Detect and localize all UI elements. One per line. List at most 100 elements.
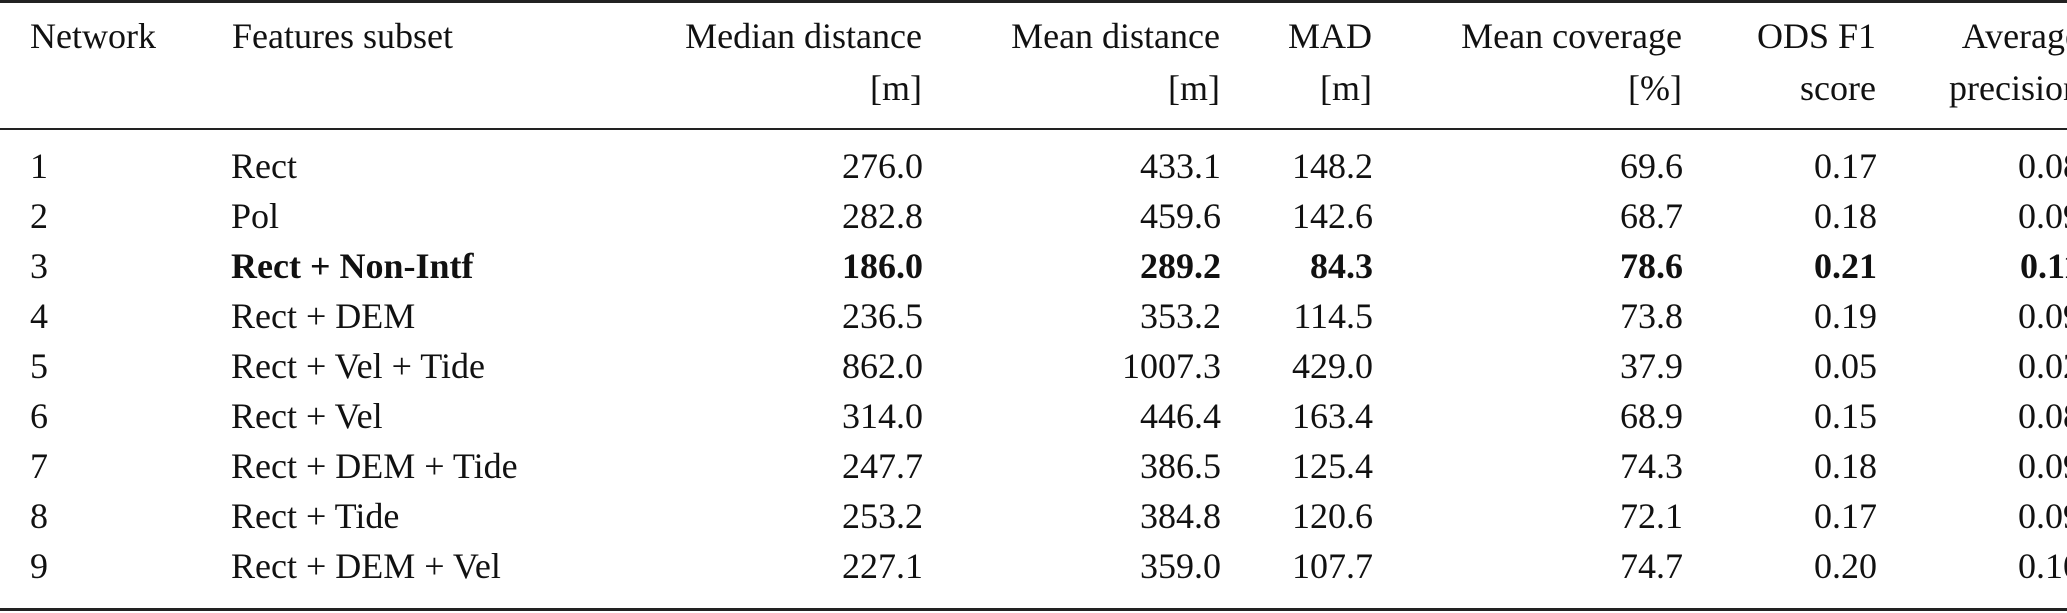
header-mad-line1: MAD [1287, 16, 1372, 56]
bottom-rule [0, 608, 2067, 611]
header-rule [0, 128, 2067, 130]
table-row: 5 Rect + Vel + Tide 862.0 1007.3 429.0 3… [0, 341, 2067, 391]
header-ap-line2: precision [1949, 68, 2067, 108]
cell-ap: 0.11 [2019, 246, 2067, 286]
table-row: 2 Pol 282.8 459.6 142.6 68.7 0.18 0.09 [0, 191, 2067, 241]
cell-ods: 0.05 [1814, 346, 1877, 386]
header-ods-line1: ODS F1 [1756, 16, 1876, 56]
cell-median: 186.0 [842, 246, 923, 286]
header-ods-f1: ODS F1 score [1683, 0, 1877, 127]
cell-median: 276.0 [842, 146, 923, 186]
cell-coverage: 69.6 [1620, 146, 1683, 186]
header-coverage-line2: [%] [1628, 68, 1682, 108]
header-ods-line2: score [1800, 68, 1876, 108]
cell-coverage: 73.8 [1620, 296, 1683, 336]
cell-mad: 142.6 [1292, 196, 1373, 236]
cell-mad: 429.0 [1292, 346, 1373, 386]
cell-mean: 353.2 [1140, 296, 1221, 336]
cell-median: 282.8 [842, 196, 923, 236]
cell-mad: 84.3 [1310, 246, 1373, 286]
results-table: Network Features subset Median distance … [0, 0, 2067, 591]
header-ap-line1: Average [1961, 16, 2067, 56]
table-row: 9 Rect + DEM + Vel 227.1 359.0 107.7 74.… [0, 541, 2067, 591]
cell-network: 4 [30, 296, 48, 336]
header-mean-line2: [m] [1168, 68, 1220, 108]
cell-ods: 0.17 [1814, 496, 1877, 536]
table-header: Network Features subset Median distance … [0, 0, 2067, 127]
cell-features: Rect + DEM + Vel [231, 546, 501, 586]
cell-median: 314.0 [842, 396, 923, 436]
cell-mean: 446.4 [1140, 396, 1221, 436]
header-median-line1: Median distance [685, 16, 922, 56]
cell-ap: 0.09 [2018, 196, 2067, 236]
cell-mad: 107.7 [1292, 546, 1373, 586]
header-features-subset: Features subset [231, 0, 603, 127]
top-rule [0, 0, 2067, 3]
cell-mad: 125.4 [1292, 446, 1373, 486]
cell-network: 8 [30, 496, 48, 536]
table-row: 1 Rect 276.0 433.1 148.2 69.6 0.17 0.08 [0, 127, 2067, 191]
cell-ods: 0.15 [1814, 396, 1877, 436]
cell-mad: 114.5 [1293, 296, 1373, 336]
cell-ods: 0.21 [1814, 246, 1877, 286]
cell-features: Rect + Vel [231, 396, 383, 436]
table-row: 8 Rect + Tide 253.2 384.8 120.6 72.1 0.1… [0, 491, 2067, 541]
header-mean-coverage: Mean coverage [%] [1373, 0, 1683, 127]
cell-features: Rect + Non-Intf [231, 246, 474, 286]
cell-mean: 433.1 [1140, 146, 1221, 186]
header-median-line2: [m] [870, 68, 922, 108]
cell-ap: 0.09 [2018, 496, 2067, 536]
cell-coverage: 68.9 [1620, 396, 1683, 436]
cell-coverage: 74.7 [1620, 546, 1683, 586]
cell-ods: 0.17 [1814, 146, 1877, 186]
cell-ap: 0.10 [2018, 546, 2067, 586]
cell-network: 1 [30, 146, 48, 186]
cell-ap: 0.08 [2018, 146, 2067, 186]
cell-mad: 163.4 [1292, 396, 1373, 436]
table-row: 7 Rect + DEM + Tide 247.7 386.5 125.4 74… [0, 441, 2067, 491]
cell-median: 227.1 [842, 546, 923, 586]
cell-network: 6 [30, 396, 48, 436]
cell-mean: 1007.3 [1122, 346, 1221, 386]
cell-ods: 0.19 [1814, 296, 1877, 336]
header-median-distance: Median distance [m] [603, 0, 923, 127]
cell-ap: 0.09 [2018, 446, 2067, 486]
cell-network: 5 [30, 346, 48, 386]
cell-network: 2 [30, 196, 48, 236]
header-average-precision: Average precision [1877, 0, 2067, 127]
cell-mad: 120.6 [1292, 496, 1373, 536]
cell-median: 253.2 [842, 496, 923, 536]
table-row-best: 3 Rect + Non-Intf 186.0 289.2 84.3 78.6 … [0, 241, 2067, 291]
header-mad: MAD [m] [1221, 0, 1373, 127]
table-row: 4 Rect + DEM 236.5 353.2 114.5 73.8 0.19… [0, 291, 2067, 341]
cell-features: Rect + Vel + Tide [231, 346, 485, 386]
cell-ods: 0.20 [1814, 546, 1877, 586]
cell-features: Rect + DEM [231, 296, 416, 336]
header-coverage-line1: Mean coverage [1461, 16, 1682, 56]
cell-median: 247.7 [842, 446, 923, 486]
cell-coverage: 68.7 [1620, 196, 1683, 236]
cell-mad: 148.2 [1292, 146, 1373, 186]
cell-ods: 0.18 [1814, 196, 1877, 236]
cell-mean: 384.8 [1140, 496, 1221, 536]
cell-ap: 0.08 [2018, 396, 2067, 436]
header-mean-line1: Mean distance [1011, 16, 1220, 56]
cell-features: Rect + Tide [231, 496, 400, 536]
header-features-line1: Features subset [232, 16, 453, 56]
cell-ods: 0.18 [1814, 446, 1877, 486]
cell-ap: 0.09 [2018, 296, 2067, 336]
table-row: 6 Rect + Vel 314.0 446.4 163.4 68.9 0.15… [0, 391, 2067, 441]
cell-mean: 289.2 [1140, 246, 1221, 286]
table-body: 1 Rect 276.0 433.1 148.2 69.6 0.17 0.08 … [0, 127, 2067, 591]
header-network-line1: Network [30, 16, 156, 56]
cell-features: Rect + DEM + Tide [231, 446, 518, 486]
cell-ap: 0.02 [2018, 346, 2067, 386]
cell-network: 3 [30, 246, 48, 286]
cell-features: Pol [231, 196, 280, 236]
cell-coverage: 74.3 [1620, 446, 1683, 486]
cell-mean: 359.0 [1140, 546, 1221, 586]
header-mad-line2: [m] [1320, 68, 1372, 108]
cell-network: 9 [30, 546, 48, 586]
cell-coverage: 78.6 [1620, 246, 1683, 286]
